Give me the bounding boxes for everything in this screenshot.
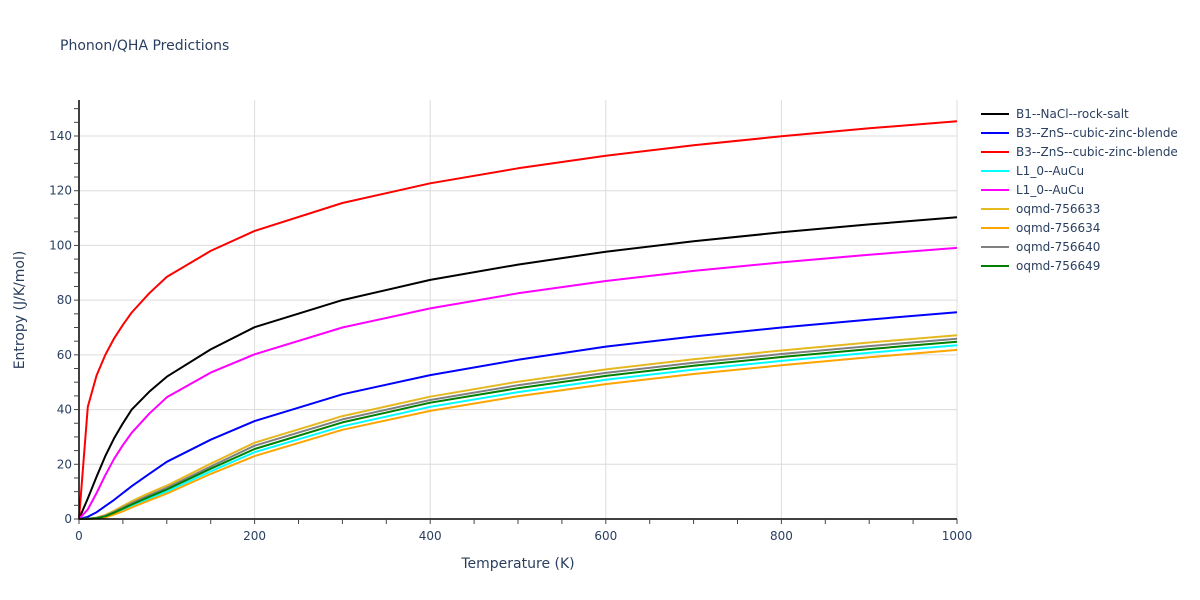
y-tick-label: 60 bbox=[57, 348, 72, 362]
y-tick-label: 80 bbox=[57, 293, 72, 307]
legend-label: oqmd-756649 bbox=[1016, 259, 1100, 273]
y-tick-label: 40 bbox=[57, 403, 72, 417]
legend-label: L1_0--AuCu bbox=[1016, 183, 1084, 197]
legend-label: oqmd-756640 bbox=[1016, 240, 1100, 254]
y-tick-label: 140 bbox=[49, 129, 72, 143]
legend[interactable]: B1--NaCl--rock-salt B3--ZnS--cubic-zinc-b… bbox=[981, 107, 1178, 273]
legend-item[interactable]: B3--ZnS--cubic-zinc-blende bbox=[981, 126, 1178, 140]
legend-item[interactable]: L1_0--AuCu bbox=[981, 164, 1084, 178]
legend-item[interactable]: B1--NaCl--rock-salt bbox=[981, 107, 1129, 121]
gridlines bbox=[79, 100, 958, 519]
x-tick-label: 200 bbox=[243, 529, 266, 543]
legend-label: B1--NaCl--rock-salt bbox=[1016, 107, 1129, 121]
y-tick-label: 120 bbox=[49, 184, 72, 198]
legend-item[interactable]: oqmd-756633 bbox=[981, 202, 1100, 216]
plot-area[interactable] bbox=[78, 120, 958, 520]
x-tick-label: 1000 bbox=[942, 529, 973, 543]
x-tick-label: 400 bbox=[419, 529, 442, 543]
x-tick-label: 800 bbox=[770, 529, 793, 543]
y-tick-label: 100 bbox=[49, 238, 72, 252]
legend-item[interactable]: oqmd-756640 bbox=[981, 240, 1100, 254]
legend-item[interactable]: B3--ZnS--cubic-zinc-blende bbox=[981, 145, 1178, 159]
legend-label: oqmd-756633 bbox=[1016, 202, 1100, 216]
series-line-8[interactable] bbox=[78, 340, 958, 520]
chart-title: Phonon/QHA Predictions bbox=[60, 38, 229, 54]
legend-label: B3--ZnS--cubic-zinc-blende bbox=[1016, 126, 1178, 140]
x-tick-label: 600 bbox=[594, 529, 617, 543]
y-tick-label: 20 bbox=[57, 457, 72, 471]
series-line-0[interactable] bbox=[78, 216, 958, 520]
y-tick-label: 0 bbox=[64, 512, 72, 526]
y-axis-title: Entropy (J/K/mol) bbox=[12, 251, 28, 370]
series-line-2[interactable] bbox=[78, 120, 958, 520]
series-line-3[interactable] bbox=[79, 344, 958, 520]
series-line-6[interactable] bbox=[79, 348, 958, 520]
legend-item[interactable]: oqmd-756634 bbox=[981, 221, 1100, 235]
axes: 0 200 400 600 800 1000 0 20 40 60 80 100 120 140 bbox=[49, 100, 972, 543]
legend-item[interactable]: L1_0--AuCu bbox=[981, 183, 1084, 197]
series-line-7[interactable] bbox=[78, 337, 958, 520]
series-line-5[interactable] bbox=[78, 334, 958, 520]
legend-label: L1_0--AuCu bbox=[1016, 164, 1084, 178]
series-line-4[interactable] bbox=[78, 246, 958, 520]
legend-item[interactable]: oqmd-756649 bbox=[981, 259, 1100, 273]
legend-label: B3--ZnS--cubic-zinc-blende bbox=[1016, 145, 1178, 159]
series-line-1[interactable] bbox=[78, 311, 958, 520]
x-tick-label: 0 bbox=[75, 529, 83, 543]
x-axis-title: Temperature (K) bbox=[460, 556, 574, 572]
legend-label: oqmd-756634 bbox=[1016, 221, 1100, 235]
